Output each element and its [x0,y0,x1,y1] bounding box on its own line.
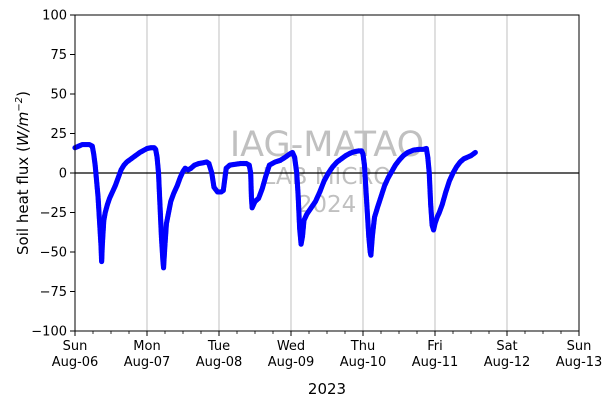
x-tick-date: Aug-11 [412,355,459,370]
y-axis-title-close: ) [14,91,32,97]
x-tick-day: Mon [133,339,160,354]
x-tick-date: Aug-10 [340,355,387,370]
x-tick-day: Sun [63,339,88,354]
x-tick-day: Tue [207,339,230,354]
y-tick-label: −50 [40,246,67,261]
x-tick-day: Sat [496,339,517,354]
x-tick-date: Aug-13 [556,355,603,370]
y-axis-title: Soil heat flux (W/m−2) [14,91,32,255]
y-tick-label: 50 [50,88,67,103]
y-tick-label: −25 [40,206,67,221]
x-tick-date: Aug-12 [484,355,531,370]
x-tick-day: Sun [567,339,592,354]
y-axis: −100 −75 −50 −25 0 25 50 75 100 [31,9,75,340]
y-tick-label: 100 [42,9,67,24]
x-axis-title: 2023 [308,380,346,398]
x-tick-date: Aug-07 [124,355,171,370]
x-tick-date: Aug-09 [268,355,315,370]
data-points [72,141,478,271]
x-tick-date: Aug-08 [196,355,243,370]
data-point [472,149,478,156]
x-axis: SunAug-06MonAug-07TueAug-08WedAug-09ThuA… [52,331,603,370]
x-tick-day: Fri [427,339,443,354]
x-tick-day: Wed [277,339,305,354]
x-tick-date: Aug-06 [52,355,99,370]
y-tick-label: 25 [50,127,67,142]
y-tick-label: 0 [59,167,67,182]
y-axis-title-unit: W/m [14,112,32,147]
y-tick-label: 75 [50,48,67,63]
y-tick-label: −75 [40,285,67,300]
y-tick-label: −100 [31,325,67,340]
watermark-line-1: IAG-MATAO [230,125,424,165]
y-axis-title-exponent: −2 [14,97,25,112]
y-axis-title-main: Soil heat flux ( [14,146,32,255]
x-tick-day: Thu [350,339,375,354]
